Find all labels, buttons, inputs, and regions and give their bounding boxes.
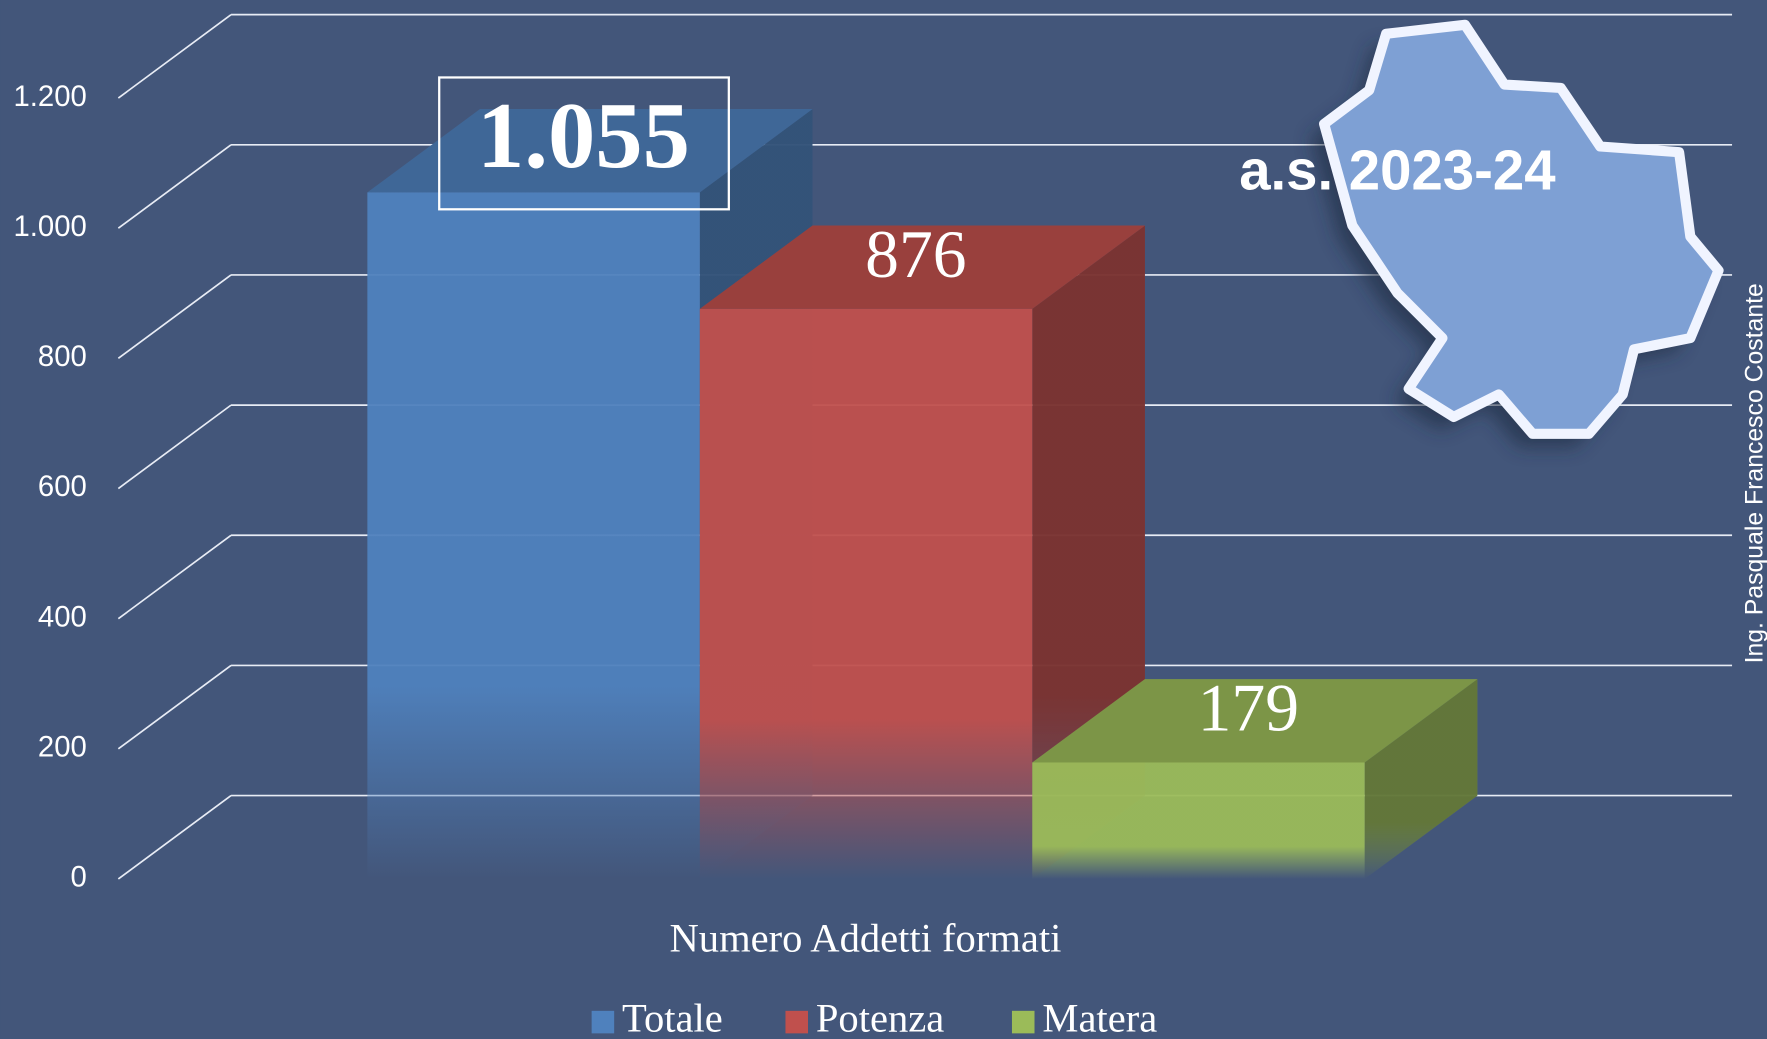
bar-top-shade [699, 225, 1145, 309]
bar [367, 192, 700, 879]
bar-top [699, 225, 1145, 309]
legend-label: Matera [1042, 995, 1157, 1039]
map [1310, 19, 1724, 448]
bar-top [1032, 679, 1478, 763]
value-label: 876 [865, 217, 966, 292]
grid-line [117, 13, 232, 99]
legend-label: Totale [622, 995, 723, 1039]
bar-side-shade [1364, 679, 1478, 879]
y-tick-label: 400 [38, 600, 87, 633]
map-region [1319, 19, 1724, 439]
grid-line [117, 534, 232, 620]
legend-swatch [1011, 1010, 1035, 1034]
value-label: 179 [1198, 671, 1299, 746]
bar [699, 308, 1033, 879]
grid-line [117, 664, 232, 750]
grid-line [117, 404, 232, 490]
grid-line [117, 794, 232, 880]
y-tick-label: 600 [38, 470, 87, 503]
grid-line [117, 144, 232, 229]
bar-top-shade [1032, 679, 1478, 763]
bar [1032, 762, 1365, 879]
annotation: a.s. 2023-24 [1239, 139, 1556, 202]
legend-label: Potenza [816, 995, 944, 1039]
bar-top [367, 109, 813, 193]
y-tick-label: 0 [70, 861, 86, 894]
y-tick-label: 1.200 [14, 80, 87, 113]
bar-top-shade [367, 109, 813, 193]
y-tick-label: 1.000 [14, 210, 87, 243]
legend-swatch [591, 1010, 615, 1034]
value-label: 1.055 [477, 84, 690, 188]
x-axis-title: Numero Addetti formati [670, 915, 1062, 960]
y-tick-label: 200 [38, 731, 87, 764]
y-tick-label: 800 [38, 340, 87, 373]
value-label-box [438, 76, 730, 211]
grid-line [117, 274, 232, 360]
legend-swatch [785, 1010, 808, 1034]
annotation: Ing. Pasquale Francesco Costante [1741, 283, 1767, 663]
